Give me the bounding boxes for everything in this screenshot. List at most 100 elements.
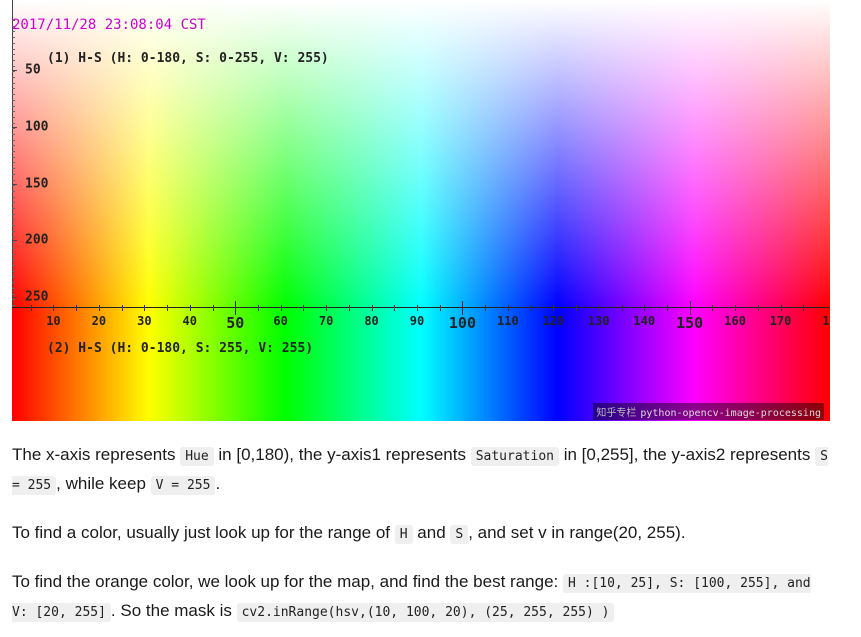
y-tick [12, 240, 17, 241]
x-tick [76, 305, 77, 311]
y-minor-tick [12, 231, 15, 232]
y-minor-tick [12, 111, 15, 112]
y-minor-tick [12, 66, 15, 67]
y-minor-tick [12, 162, 15, 163]
y-minor-tick [12, 294, 15, 295]
paragraph-axes: The x-axis represents Hue in [0,180), th… [12, 441, 832, 499]
x-tick [644, 305, 645, 311]
x-tick-label: 120 [542, 314, 565, 328]
x-tick [781, 305, 782, 311]
x-tick-label: 110 [497, 314, 519, 328]
y-minor-tick [12, 60, 15, 61]
x-tick [576, 305, 577, 311]
y-minor-tick [12, 88, 15, 89]
y-minor-tick [12, 242, 15, 243]
x-tick [622, 305, 623, 311]
x-tick [599, 305, 600, 311]
x-tick-label: 160 [724, 314, 746, 328]
y-minor-tick [12, 225, 15, 226]
y-tick-label: 200 [25, 232, 49, 248]
y-minor-tick [12, 168, 15, 169]
y-tick [12, 127, 17, 128]
y-tick [12, 70, 17, 71]
timestamp: 2017/11/28 23:08:04 CST [12, 17, 206, 33]
inline-code: cv2.inRange(hsv,(10, 100, 20), (25, 255,… [236, 603, 615, 622]
x-tick [690, 301, 691, 315]
y-minor-tick [12, 145, 15, 146]
text: , while keep [56, 474, 151, 493]
y-minor-tick [12, 83, 15, 84]
inline-code: S [450, 525, 469, 544]
y-minor-tick [12, 174, 15, 175]
x-tick [462, 301, 463, 315]
x-tick [122, 305, 123, 311]
y-minor-tick [12, 288, 15, 289]
watermark-cn: 知乎专栏 [596, 408, 637, 419]
x-tick-label: 70 [318, 314, 334, 328]
x-tick [326, 305, 327, 311]
x-tick [213, 305, 214, 311]
text: and [412, 523, 451, 542]
x-tick [735, 305, 736, 311]
y-minor-tick [12, 71, 15, 72]
y-minor-tick [12, 202, 15, 203]
text: in [0,180), the y-axis1 represents [213, 445, 471, 464]
x-axis-line [12, 307, 830, 308]
y-minor-tick [12, 37, 15, 38]
y-minor-tick [12, 191, 15, 192]
inline-code: V = 255 [150, 476, 216, 495]
y-tick-label: 50 [25, 62, 41, 78]
y-minor-tick [12, 151, 15, 152]
text: in [0,255], the y-axis2 represents [558, 445, 816, 464]
y-minor-tick [12, 134, 15, 135]
y-minor-tick [12, 31, 15, 32]
x-tick [144, 305, 145, 311]
y-minor-tick [12, 123, 15, 124]
x-tick [758, 305, 759, 311]
y-minor-tick [12, 271, 15, 272]
y-tick-label: 100 [25, 119, 49, 135]
x-tick-label: 140 [633, 314, 656, 328]
y-tick [12, 184, 17, 185]
x-tick [417, 305, 418, 311]
y-minor-tick [12, 157, 15, 158]
y-minor-tick [12, 180, 15, 181]
y-minor-tick [12, 259, 15, 260]
text: The x-axis represents [12, 445, 181, 464]
inline-code: H [394, 525, 413, 544]
watermark: 知乎专栏 python-opencv-image-processing [593, 403, 824, 420]
y-tick [12, 297, 17, 298]
x-tick [167, 305, 168, 311]
text: To find the orange color, we look up for… [12, 572, 563, 591]
x-tick-label: 10 [46, 314, 61, 328]
x-tick [303, 305, 304, 311]
y-minor-tick [12, 49, 15, 50]
x-tick [485, 305, 486, 311]
y-axis-line [12, 0, 13, 308]
y-minor-tick [12, 128, 15, 129]
x-tick-label: 60 [273, 314, 288, 328]
x-tick [440, 305, 441, 311]
y-minor-tick [12, 54, 15, 55]
panel1-caption: (1) H-S (H: 0-180, S: 0-255, V: 255) [47, 51, 329, 66]
x-tick [258, 305, 259, 311]
x-tick [508, 305, 509, 311]
x-tick-label: 170 [769, 314, 792, 328]
y-minor-tick [12, 117, 15, 118]
y-minor-tick [12, 140, 15, 141]
y-minor-tick [12, 43, 15, 44]
x-tick [281, 305, 282, 311]
x-tick [99, 305, 100, 311]
hsv-color-map-figure: 50 100 150 200 250 10 20 30 40 50 60 70 80 90 100 110 1… [12, 0, 830, 421]
paragraph-find-color: To find a color, usually just look up fo… [12, 519, 832, 548]
x-tick [372, 305, 373, 311]
y-tick-label: 250 [25, 289, 49, 305]
x-tick-label: 20 [91, 314, 107, 328]
y-minor-tick [12, 276, 15, 277]
y-minor-tick [12, 100, 15, 101]
hue-strip-full-saturation [12, 308, 830, 421]
paragraph-orange: To find the orange color, we look up for… [12, 568, 832, 626]
x-tick-label: 30 [137, 314, 152, 328]
hue-saturation-map [12, 0, 830, 308]
y-minor-tick [12, 197, 15, 198]
